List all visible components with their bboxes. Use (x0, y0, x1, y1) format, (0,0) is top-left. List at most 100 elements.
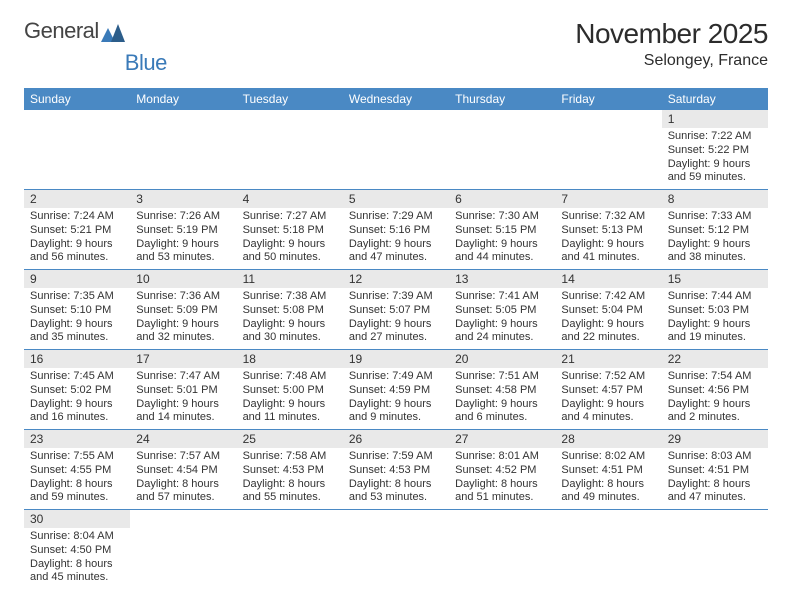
day1-text: Daylight: 9 hours (136, 238, 230, 252)
sunrise-text: Sunrise: 7:51 AM (455, 370, 549, 384)
calendar-cell: 1Sunrise: 7:22 AMSunset: 5:22 PMDaylight… (662, 110, 768, 189)
sunset-text: Sunset: 5:05 PM (455, 304, 549, 318)
day-number: 16 (24, 350, 130, 368)
day-number: 20 (449, 350, 555, 368)
day2-text: and 27 minutes. (349, 331, 443, 345)
day2-text: and 2 minutes. (668, 411, 762, 425)
day2-text: and 16 minutes. (30, 411, 124, 425)
sunset-text: Sunset: 5:07 PM (349, 304, 443, 318)
calendar-page: General November 2025 Selongey, France G… (0, 0, 792, 607)
calendar-cell: 16Sunrise: 7:45 AMSunset: 5:02 PMDayligh… (24, 350, 130, 429)
day-number: 10 (130, 270, 236, 288)
day-label-sat: Saturday (662, 88, 768, 110)
calendar-cell: 19Sunrise: 7:49 AMSunset: 4:59 PMDayligh… (343, 350, 449, 429)
day1-text: Daylight: 9 hours (561, 238, 655, 252)
calendar-cell: 6Sunrise: 7:30 AMSunset: 5:15 PMDaylight… (449, 190, 555, 269)
day-number: 24 (130, 430, 236, 448)
calendar-cell: 12Sunrise: 7:39 AMSunset: 5:07 PMDayligh… (343, 270, 449, 349)
calendar-cell: 25Sunrise: 7:58 AMSunset: 4:53 PMDayligh… (237, 430, 343, 509)
calendar-cell: 17Sunrise: 7:47 AMSunset: 5:01 PMDayligh… (130, 350, 236, 429)
calendar-cell: 3Sunrise: 7:26 AMSunset: 5:19 PMDaylight… (130, 190, 236, 269)
calendar-cell (237, 510, 343, 589)
cell-body: Sunrise: 7:32 AMSunset: 5:13 PMDaylight:… (555, 208, 661, 269)
cell-body: Sunrise: 7:52 AMSunset: 4:57 PMDaylight:… (555, 368, 661, 429)
day-header-row: Sunday Monday Tuesday Wednesday Thursday… (24, 88, 768, 110)
day1-text: Daylight: 9 hours (243, 398, 337, 412)
sunrise-text: Sunrise: 7:54 AM (668, 370, 762, 384)
sunset-text: Sunset: 4:55 PM (30, 464, 124, 478)
sunset-text: Sunset: 5:15 PM (455, 224, 549, 238)
sunrise-text: Sunrise: 7:24 AM (30, 210, 124, 224)
day-number: 29 (662, 430, 768, 448)
day1-text: Daylight: 9 hours (668, 318, 762, 332)
sunset-text: Sunset: 4:53 PM (349, 464, 443, 478)
day1-text: Daylight: 9 hours (349, 318, 443, 332)
cell-body: Sunrise: 8:03 AMSunset: 4:51 PMDaylight:… (662, 448, 768, 509)
calendar-grid: Sunday Monday Tuesday Wednesday Thursday… (24, 88, 768, 589)
cell-body: Sunrise: 8:02 AMSunset: 4:51 PMDaylight:… (555, 448, 661, 509)
day1-text: Daylight: 9 hours (243, 238, 337, 252)
weeks-container: 1Sunrise: 7:22 AMSunset: 5:22 PMDaylight… (24, 110, 768, 589)
sunrise-text: Sunrise: 7:36 AM (136, 290, 230, 304)
week-row: 23Sunrise: 7:55 AMSunset: 4:55 PMDayligh… (24, 430, 768, 510)
sunrise-text: Sunrise: 7:49 AM (349, 370, 443, 384)
sunrise-text: Sunrise: 7:48 AM (243, 370, 337, 384)
brand-part2: Blue (125, 50, 167, 76)
day-number: 19 (343, 350, 449, 368)
day1-text: Daylight: 9 hours (455, 398, 549, 412)
sunset-text: Sunset: 4:52 PM (455, 464, 549, 478)
day-number: 12 (343, 270, 449, 288)
cell-body: Sunrise: 7:38 AMSunset: 5:08 PMDaylight:… (237, 288, 343, 349)
calendar-cell (237, 110, 343, 189)
week-row: 30Sunrise: 8:04 AMSunset: 4:50 PMDayligh… (24, 510, 768, 589)
cell-body: Sunrise: 7:24 AMSunset: 5:21 PMDaylight:… (24, 208, 130, 269)
sunrise-text: Sunrise: 7:33 AM (668, 210, 762, 224)
day-number: 9 (24, 270, 130, 288)
cell-body: Sunrise: 7:29 AMSunset: 5:16 PMDaylight:… (343, 208, 449, 269)
sunset-text: Sunset: 4:51 PM (561, 464, 655, 478)
day-number: 11 (237, 270, 343, 288)
week-row: 1Sunrise: 7:22 AMSunset: 5:22 PMDaylight… (24, 110, 768, 190)
day-number: 30 (24, 510, 130, 528)
brand-logo: General (24, 18, 125, 44)
calendar-cell (343, 110, 449, 189)
cell-body: Sunrise: 7:59 AMSunset: 4:53 PMDaylight:… (343, 448, 449, 509)
day2-text: and 59 minutes. (668, 171, 762, 185)
sunset-text: Sunset: 5:09 PM (136, 304, 230, 318)
day2-text: and 53 minutes. (349, 491, 443, 505)
cell-body: Sunrise: 7:55 AMSunset: 4:55 PMDaylight:… (24, 448, 130, 509)
day2-text: and 56 minutes. (30, 251, 124, 265)
calendar-cell: 23Sunrise: 7:55 AMSunset: 4:55 PMDayligh… (24, 430, 130, 509)
day1-text: Daylight: 9 hours (136, 318, 230, 332)
day2-text: and 51 minutes. (455, 491, 549, 505)
sunrise-text: Sunrise: 7:41 AM (455, 290, 549, 304)
day1-text: Daylight: 8 hours (30, 478, 124, 492)
sunset-text: Sunset: 4:56 PM (668, 384, 762, 398)
day-label-thu: Thursday (449, 88, 555, 110)
sunrise-text: Sunrise: 8:02 AM (561, 450, 655, 464)
month-title: November 2025 (575, 18, 768, 50)
title-block: November 2025 Selongey, France (575, 18, 768, 70)
day2-text: and 55 minutes. (243, 491, 337, 505)
sunset-text: Sunset: 5:10 PM (30, 304, 124, 318)
day-label-mon: Monday (130, 88, 236, 110)
sunset-text: Sunset: 5:16 PM (349, 224, 443, 238)
day-number: 8 (662, 190, 768, 208)
day1-text: Daylight: 8 hours (136, 478, 230, 492)
day1-text: Daylight: 8 hours (668, 478, 762, 492)
logo-mark-icon (101, 22, 125, 40)
sunrise-text: Sunrise: 7:22 AM (668, 130, 762, 144)
calendar-cell (555, 110, 661, 189)
day-number: 22 (662, 350, 768, 368)
day-number: 2 (24, 190, 130, 208)
sunset-text: Sunset: 4:57 PM (561, 384, 655, 398)
cell-body: Sunrise: 7:57 AMSunset: 4:54 PMDaylight:… (130, 448, 236, 509)
sunset-text: Sunset: 5:00 PM (243, 384, 337, 398)
cell-body: Sunrise: 7:26 AMSunset: 5:19 PMDaylight:… (130, 208, 236, 269)
day-number: 4 (237, 190, 343, 208)
calendar-cell: 2Sunrise: 7:24 AMSunset: 5:21 PMDaylight… (24, 190, 130, 269)
day2-text: and 4 minutes. (561, 411, 655, 425)
day-label-fri: Friday (555, 88, 661, 110)
cell-body: Sunrise: 7:47 AMSunset: 5:01 PMDaylight:… (130, 368, 236, 429)
sunset-text: Sunset: 4:51 PM (668, 464, 762, 478)
